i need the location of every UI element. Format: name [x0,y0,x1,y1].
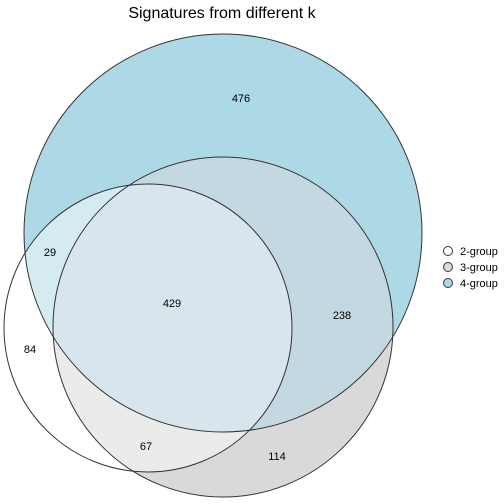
diagram-title: Signatures from different k [128,5,316,22]
set-2-group-outline [3,183,293,473]
legend-item-3-group: 3-group [443,262,498,274]
region-label-2-and-4: 29 [44,247,56,259]
region-label-only-2: 84 [24,344,36,356]
legend-label-2-group: 2-group [460,246,498,258]
region-label-3-and-4: 238 [333,310,351,322]
legend-swatch-3-group [443,262,453,272]
legend-label-4-group: 4-group [460,278,498,290]
region-label-only-4: 476 [232,93,250,105]
region-label-2-and-3: 67 [140,441,152,453]
set-4-group-outline [23,33,423,433]
set-3-group-outline [52,156,394,498]
legend-label-3-group: 3-group [460,262,498,274]
legend-swatch-2-group [443,246,453,256]
region-label-only-3: 114 [268,451,286,463]
legend-item-2-group: 2-group [443,246,498,258]
region-label-all-three: 429 [163,298,181,310]
legend-item-4-group: 4-group [443,278,498,290]
legend: 2-group 3-group 4-group [443,246,498,290]
legend-swatch-4-group [443,278,453,288]
